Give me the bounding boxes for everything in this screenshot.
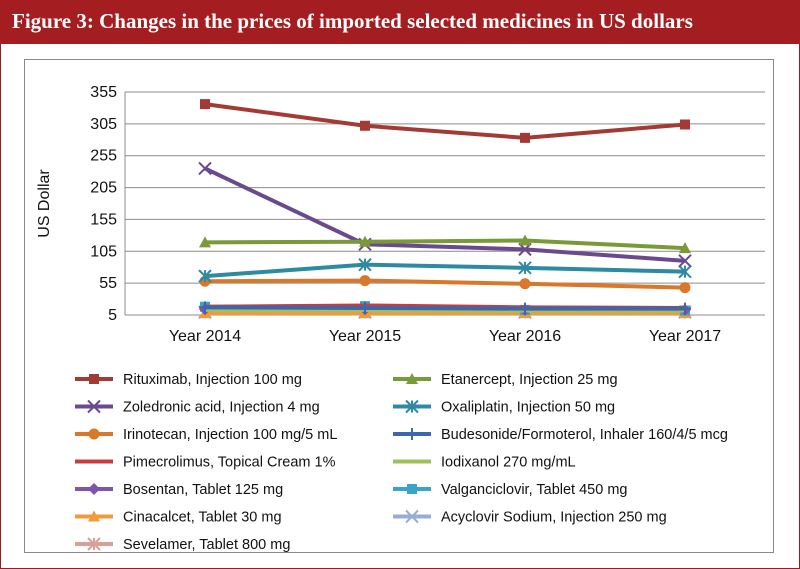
series-line bbox=[204, 238, 686, 251]
series-group bbox=[199, 275, 691, 294]
legend-marker bbox=[87, 399, 101, 414]
y-tick-label: 155 bbox=[90, 211, 117, 228]
legend-label: Rituximab, Injection 100 mg bbox=[123, 372, 302, 388]
legend-item: Pimecrolimus, Topical Cream 1% bbox=[75, 455, 336, 471]
figure-header: Figure 3: Changes in the prices of impor… bbox=[0, 0, 800, 44]
y-axis-label: US Dollar bbox=[36, 169, 53, 238]
data-point bbox=[359, 301, 371, 314]
data-point bbox=[359, 235, 371, 247]
legend-item: Rituximab, Injection 100 mg bbox=[75, 372, 302, 388]
legend-label: Oxaliplatin, Injection 50 mg bbox=[441, 400, 615, 416]
x-tick-label: Year 2016 bbox=[489, 328, 561, 345]
legend-marker bbox=[89, 374, 99, 384]
legend-label: Cinacalcet, Tablet 30 mg bbox=[123, 510, 282, 526]
data-point bbox=[519, 278, 531, 290]
y-tick-label: 205 bbox=[90, 180, 117, 197]
data-point bbox=[359, 275, 371, 287]
data-point bbox=[360, 120, 370, 131]
series-line bbox=[204, 278, 686, 290]
legend-label: Pimecrolimus, Topical Cream 1% bbox=[123, 455, 336, 471]
data-point bbox=[518, 261, 532, 275]
legend-label: Etanercept, Injection 25 mg bbox=[441, 372, 618, 388]
y-tick-label: 355 bbox=[90, 84, 117, 101]
y-tick-label: 305 bbox=[90, 116, 117, 133]
data-point bbox=[520, 132, 530, 143]
data-point bbox=[678, 254, 692, 268]
legend-item: Acyclovir Sodium, Injection 250 mg bbox=[393, 510, 667, 526]
y-tick-label: 5 bbox=[108, 307, 117, 324]
x-tick-label: Year 2015 bbox=[329, 328, 401, 345]
legend-label: Sevelamer, Tablet 800 mg bbox=[123, 537, 290, 552]
legend-label: Iodixanol 270 mg/mL bbox=[441, 455, 576, 471]
data-point bbox=[199, 236, 211, 248]
series-group bbox=[199, 301, 691, 315]
legend-item: Sevelamer, Tablet 800 mg bbox=[75, 537, 290, 552]
legend-label: Zoledronic acid, Injection 4 mg bbox=[123, 400, 320, 416]
series-line bbox=[204, 305, 685, 311]
figure-title: Figure 3: Changes in the prices of impor… bbox=[12, 9, 693, 33]
data-point bbox=[200, 99, 210, 110]
data-point bbox=[680, 119, 690, 130]
y-tick-label: 255 bbox=[90, 148, 117, 165]
data-point bbox=[198, 269, 212, 283]
series-group bbox=[199, 234, 691, 254]
legend-marker bbox=[406, 373, 418, 384]
series-lines bbox=[198, 99, 692, 320]
legend-item: Budesonide/Formoterol, Inhaler 160/4/5 m… bbox=[393, 427, 728, 443]
legend-label: Acyclovir Sodium, Injection 250 mg bbox=[441, 510, 667, 526]
series-group bbox=[200, 99, 690, 143]
series-line bbox=[204, 166, 686, 263]
legend-marker bbox=[88, 483, 100, 495]
legend-label: Budesonide/Formoterol, Inhaler 160/4/5 m… bbox=[441, 427, 728, 443]
legend-item: Irinotecan, Injection 100 mg/5 mL bbox=[75, 427, 337, 443]
legend-item: Cinacalcet, Tablet 30 mg bbox=[75, 510, 282, 526]
legend-marker bbox=[87, 537, 101, 551]
data-point bbox=[198, 161, 212, 176]
x-tick-label: Year 2017 bbox=[649, 328, 721, 345]
series-line bbox=[204, 262, 686, 279]
legend-marker bbox=[406, 428, 418, 440]
legend-item: Oxaliplatin, Injection 50 mg bbox=[393, 400, 615, 416]
y-tick-label: 55 bbox=[99, 275, 117, 292]
data-point bbox=[519, 234, 531, 246]
data-point bbox=[358, 257, 372, 272]
legend-marker bbox=[88, 428, 100, 440]
data-point bbox=[679, 242, 691, 254]
legend-item: Zoledronic acid, Injection 4 mg bbox=[75, 400, 320, 416]
legend-marker bbox=[88, 510, 100, 522]
legend-item: Bosentan, Tablet 125 mg bbox=[75, 482, 283, 498]
data-point bbox=[199, 301, 211, 314]
y-tick-label: 105 bbox=[90, 243, 117, 260]
data-point bbox=[679, 302, 691, 315]
chart-area: 5 55 105 155 205 255 305 355 Year 2014 Year 2015 Y… bbox=[24, 59, 774, 553]
legend-marker bbox=[405, 399, 419, 414]
legend-marker bbox=[405, 509, 419, 524]
legend-item: Valganciclovir, Tablet 450 mg bbox=[393, 482, 627, 498]
legend-label: Bosentan, Tablet 125 mg bbox=[123, 482, 283, 498]
legend-item: Etanercept, Injection 25 mg bbox=[393, 372, 618, 388]
series-group bbox=[198, 257, 692, 283]
legend-marker bbox=[407, 484, 417, 494]
data-point bbox=[678, 264, 692, 279]
x-tick-label: Year 2014 bbox=[169, 328, 241, 345]
legend-label: Valganciclovir, Tablet 450 mg bbox=[441, 482, 627, 498]
legend: Rituximab, Injection 100 mg Etanercept, I… bbox=[75, 372, 728, 552]
series-line bbox=[204, 102, 686, 140]
data-point bbox=[679, 282, 691, 294]
legend-item: Iodixanol 270 mg/mL bbox=[393, 455, 576, 471]
data-point bbox=[519, 302, 531, 315]
legend-label: Irinotecan, Injection 100 mg/5 mL bbox=[123, 427, 337, 443]
